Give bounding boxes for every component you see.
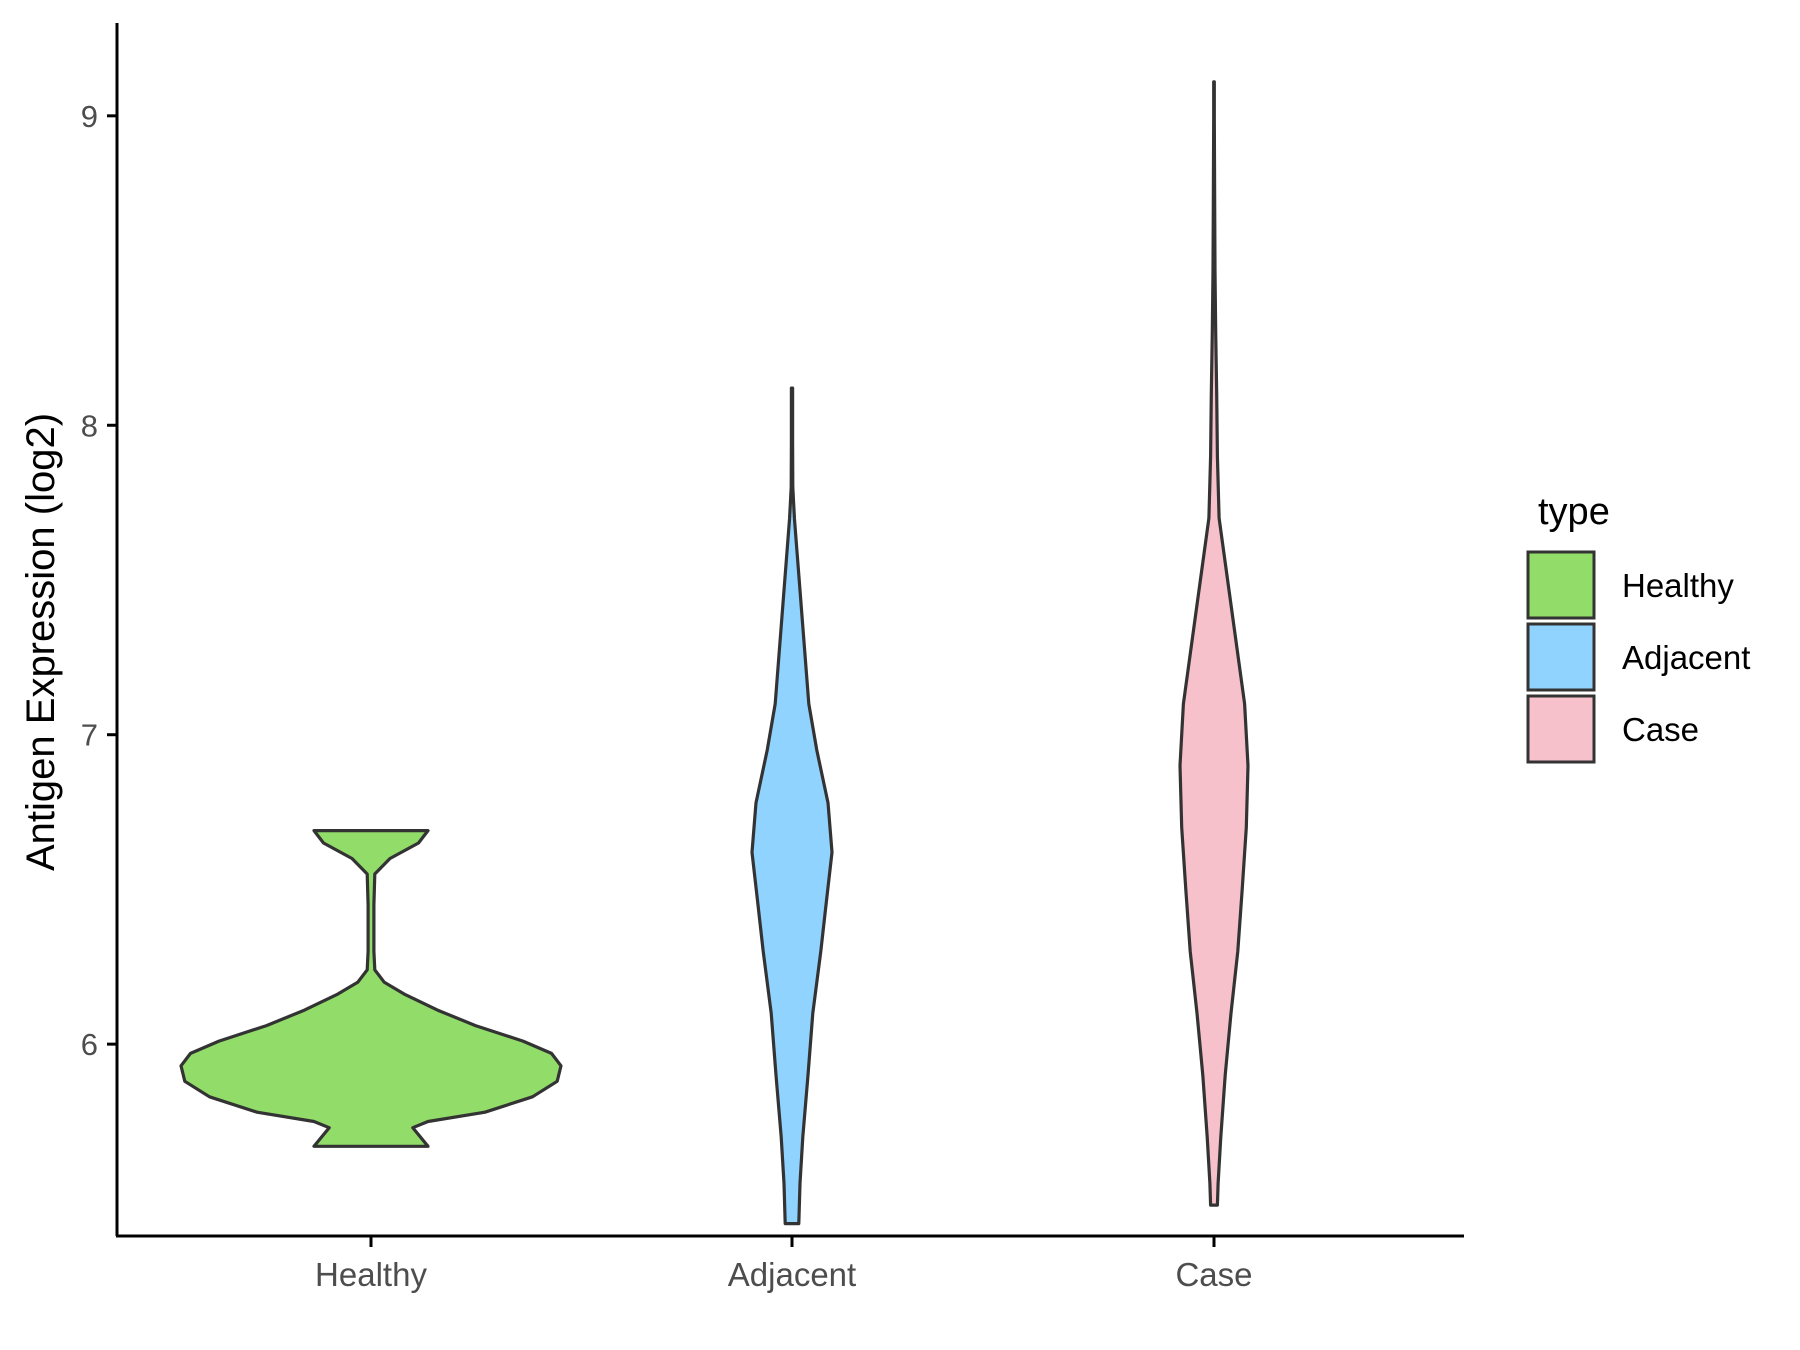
legend-label: Healthy	[1622, 567, 1734, 604]
legend-label: Case	[1622, 711, 1699, 748]
legend-swatch-case	[1526, 694, 1596, 764]
y-tick-label: 6	[81, 1027, 98, 1062]
violin-layer	[179, 80, 1250, 1226]
violin-adjacent	[750, 386, 834, 1226]
violin-healthy	[179, 829, 563, 1148]
x-tick-label: Healthy	[315, 1256, 427, 1293]
legend-swatch-adjacent	[1526, 622, 1596, 692]
y-tick-label: 8	[81, 408, 98, 443]
y-tick-label: 7	[81, 718, 98, 753]
x-tick-label: Adjacent	[728, 1256, 856, 1293]
legend: type Healthy Adjacent Case	[1526, 491, 1750, 764]
y-axis-ticks: 6 7 8 9	[81, 99, 117, 1062]
x-tick-label: Case	[1175, 1256, 1252, 1293]
x-axis-ticks: Healthy Adjacent Case	[315, 1236, 1253, 1293]
legend-label: Adjacent	[1622, 639, 1750, 676]
violin-case	[1178, 80, 1250, 1207]
y-axis-title: Antigen Expression (log2)	[19, 413, 63, 871]
legend-swatch-healthy	[1526, 550, 1596, 620]
legend-title: type	[1538, 491, 1610, 533]
y-tick-label: 9	[81, 99, 98, 134]
